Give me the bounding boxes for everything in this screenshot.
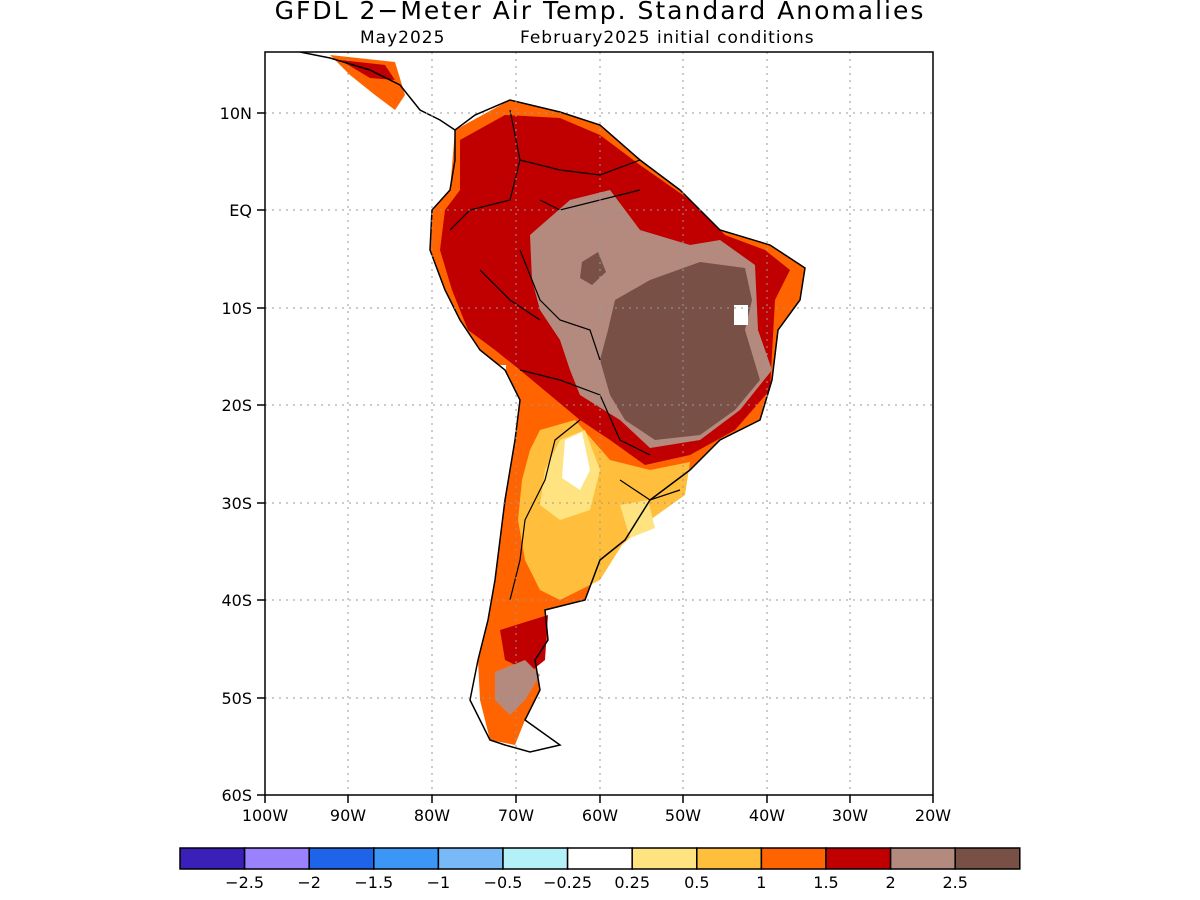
lat-label: 10N	[220, 104, 252, 123]
legend-swatch	[502, 847, 569, 870]
legend-swatch	[954, 847, 1021, 870]
axis-ticks	[257, 112, 934, 803]
legend-label: −0.5	[484, 873, 523, 892]
lat-label: 60S	[221, 786, 252, 805]
legend-swatch	[308, 847, 375, 870]
lon-label: 80W	[414, 806, 450, 825]
lat-label: 10S	[221, 299, 252, 318]
legend-label: 2	[886, 873, 896, 892]
lon-label: 30W	[832, 806, 868, 825]
legend-swatch	[696, 847, 763, 870]
lat-label: 20S	[221, 396, 252, 415]
legend-label: 1	[756, 873, 766, 892]
legend-label: 0.25	[614, 873, 650, 892]
anomaly-region-2.5-south	[495, 660, 540, 715]
legend-swatch	[179, 847, 246, 870]
legend-label: −2	[297, 873, 321, 892]
map-frame	[264, 51, 934, 796]
coastlines	[299, 52, 806, 753]
anomaly-region-0.25-ne	[734, 305, 748, 325]
legend-swatch	[631, 847, 698, 870]
legend-swatch	[889, 847, 956, 870]
legend-swatch	[825, 847, 892, 870]
lon-label: 50W	[665, 806, 701, 825]
coastline-south-america	[429, 99, 806, 753]
anomaly-field	[330, 55, 805, 745]
legend-swatch	[243, 847, 310, 870]
forecast-month: May2025	[360, 28, 446, 48]
lon-label: 90W	[330, 806, 366, 825]
map-title: GFDL 2−Meter Air Temp. Standard Anomalie…	[274, 0, 926, 25]
graticule	[265, 52, 933, 795]
legend-swatch	[760, 847, 827, 870]
legend-label: −2.5	[225, 873, 264, 892]
anomaly-region-0.25-sw	[490, 365, 506, 377]
legend-label: 2.5	[942, 873, 967, 892]
lon-labels: 100W 90W 80W 70W 60W 50W 40W 30W 20W	[242, 806, 951, 825]
initial-conditions: February2025 initial conditions	[520, 28, 815, 48]
lon-label: 70W	[498, 806, 534, 825]
lat-label: 40S	[221, 591, 252, 610]
legend-swatch	[566, 847, 633, 870]
legend-label: −0.25	[543, 873, 592, 892]
lat-labels: 10N EQ 10S 20S 30S 40S 50S 60S	[220, 104, 252, 805]
lat-label: EQ	[229, 201, 252, 220]
lon-label: 100W	[242, 806, 289, 825]
legend-label: −1	[427, 873, 451, 892]
anomaly-region-0.25	[562, 432, 590, 490]
lat-label: 50S	[221, 689, 252, 708]
color-legend: −2.5 −2 −1.5 −1 −0.5 −0.25 0.25 0.5 1 1.5 2 2.5	[179, 847, 1021, 892]
anomaly-region-3	[600, 262, 760, 440]
lon-label: 40W	[749, 806, 785, 825]
legend-label: 1.5	[813, 873, 838, 892]
legend-label: 0.5	[684, 873, 709, 892]
legend-label: −1.5	[354, 873, 393, 892]
lat-label: 30S	[221, 494, 252, 513]
lon-label: 60W	[582, 806, 618, 825]
legend-swatch	[373, 847, 440, 870]
coastline-central-america	[299, 52, 456, 131]
legend-swatch	[437, 847, 504, 870]
lon-label: 20W	[915, 806, 951, 825]
